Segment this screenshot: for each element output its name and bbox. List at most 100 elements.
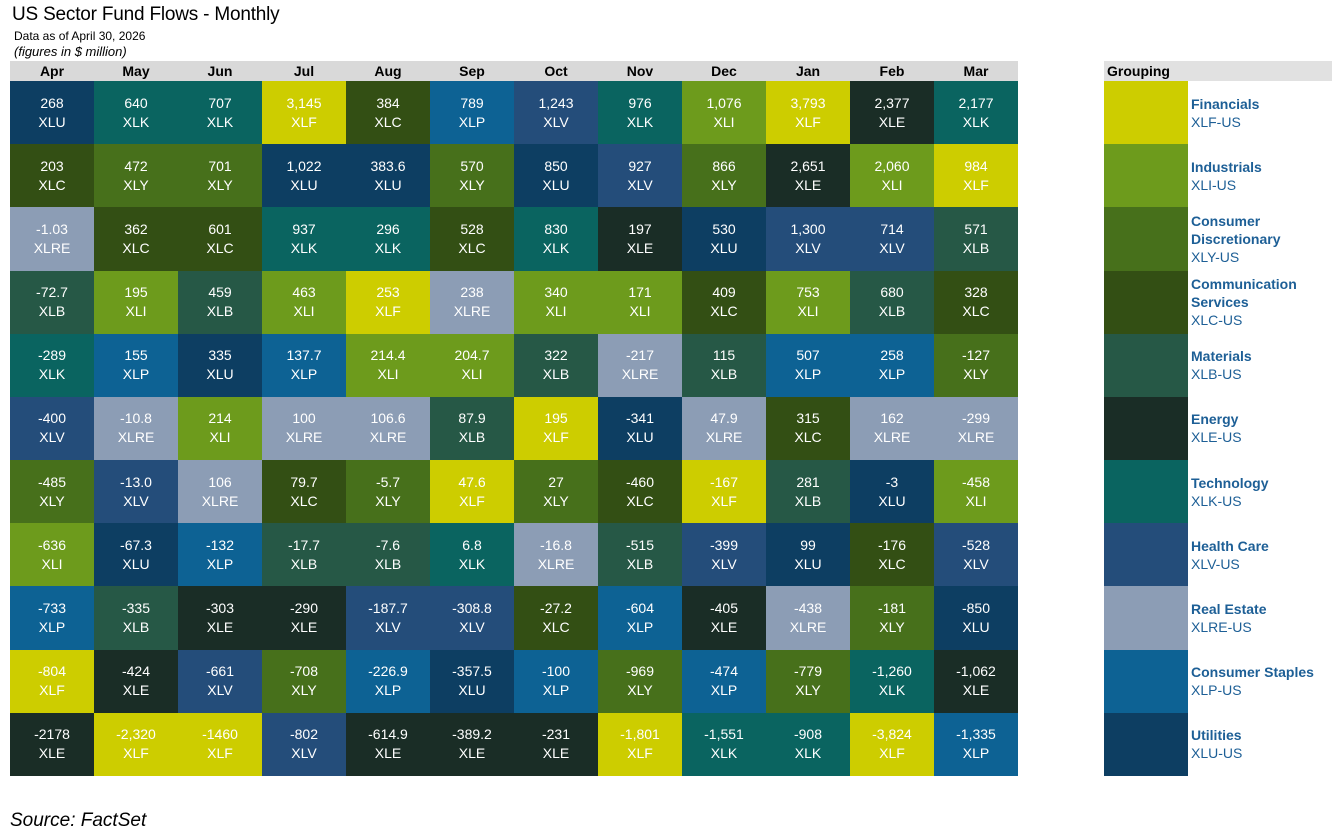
heatmap-cell: 322 XLB <box>514 333 598 397</box>
cell-ticker: XLU <box>206 366 234 383</box>
legend-label: Health Care XLV-US <box>1188 523 1269 586</box>
cell-ticker: XLRE <box>705 429 743 446</box>
cell-value: -1,801 <box>620 726 660 743</box>
legend-swatch <box>1104 586 1188 650</box>
cell-value: 570 <box>460 157 484 174</box>
heatmap-cell: 27 XLY <box>514 460 598 524</box>
legend-label: Energy XLE-US <box>1188 397 1242 460</box>
legend-label: Technology XLK-US <box>1188 460 1269 523</box>
cell-value: 2,651 <box>790 157 826 174</box>
heatmap-cell: 463 XLI <box>262 270 346 334</box>
cell-ticker: XLE <box>122 682 150 699</box>
cell-value: 1,243 <box>538 94 574 111</box>
cell-ticker: XLP <box>542 682 570 699</box>
cell-ticker: XLI <box>629 303 651 320</box>
cell-ticker: XLP <box>290 366 318 383</box>
heatmap-cell: -341 XLU <box>598 396 682 461</box>
cell-ticker: XLK <box>962 113 990 130</box>
cell-ticker: XLB <box>710 366 738 383</box>
cell-value: 106.6 <box>370 410 406 427</box>
heatmap-cell: -969 XLY <box>598 649 682 713</box>
cell-ticker: XLI <box>545 303 567 320</box>
cell-value: -460 <box>625 473 655 490</box>
cell-ticker: XLRE <box>33 239 71 256</box>
heatmap-cell: -1.03 XLRE <box>10 207 94 271</box>
cell-value: 87.9 <box>458 410 486 427</box>
cell-value: -1,260 <box>872 663 912 680</box>
cell-value: 335 <box>208 347 232 364</box>
legend-swatch <box>1104 460 1188 524</box>
cell-value: -308.8 <box>452 600 492 617</box>
month-label-aug: Aug <box>374 63 402 79</box>
heatmap-cell: 281 XLB <box>766 460 850 524</box>
cell-value: 984 <box>964 157 988 174</box>
cell-value: -67.3 <box>120 536 152 553</box>
cell-value: -5.7 <box>375 473 401 490</box>
cell-ticker: XLV <box>879 239 905 256</box>
cell-ticker: XLB <box>794 492 822 509</box>
legend-item: Communication Services XLC-US <box>1104 270 1332 334</box>
heatmap-cell: 1,076 XLI <box>682 81 766 145</box>
cell-ticker: XLI <box>461 366 483 383</box>
cell-value: 195 <box>124 284 148 301</box>
cell-ticker: XLI <box>713 113 735 130</box>
cell-ticker: XLRE <box>201 492 239 509</box>
cell-value: -528 <box>961 536 991 553</box>
cell-ticker: XLY <box>963 366 989 383</box>
cell-ticker: XLE <box>206 619 234 636</box>
heatmap-cell: 155 XLP <box>94 333 178 397</box>
cell-ticker: XLK <box>374 239 402 256</box>
cell-value: 753 <box>796 284 820 301</box>
cell-value: 155 <box>124 347 148 364</box>
heatmap-cell: 87.9 XLB <box>430 396 514 461</box>
legend-group-code: XLB-US <box>1191 366 1242 383</box>
cell-ticker: XLU <box>458 682 486 699</box>
heatmap-cell: -438 XLRE <box>766 586 850 650</box>
cell-value: 253 <box>376 284 400 301</box>
cell-ticker: XLI <box>209 429 231 446</box>
heatmap-cell: 258 XLP <box>850 333 934 397</box>
cell-ticker: XLRE <box>537 555 575 572</box>
cell-ticker: XLP <box>878 366 906 383</box>
heatmap-cell: 335 XLU <box>178 333 262 397</box>
heatmap-cell: 530 XLU <box>682 207 766 271</box>
cell-value: 79.7 <box>290 473 318 490</box>
legend-group-name: Industrials <box>1191 158 1262 175</box>
heatmap-cell: -72.7 XLB <box>10 270 94 334</box>
cell-ticker: XLK <box>542 239 570 256</box>
heatmap-cell: 47.6 XLF <box>430 460 514 524</box>
cell-ticker: XLK <box>38 366 66 383</box>
heatmap-cell: -1,551 XLK <box>682 712 766 776</box>
cell-ticker: XLF <box>627 745 653 762</box>
legend-item: Financials XLF-US <box>1104 81 1332 145</box>
cell-ticker: XLU <box>710 239 738 256</box>
legend-group-name: Technology <box>1191 474 1269 491</box>
heatmap-cell: 253 XLF <box>346 270 430 334</box>
legend-item: Energy XLE-US <box>1104 396 1332 461</box>
legend-group-name: Financials <box>1191 95 1260 112</box>
cell-ticker: XLB <box>38 303 66 320</box>
legend-item: Health Care XLV-US <box>1104 523 1332 587</box>
heatmap-cell: 714 XLV <box>850 207 934 271</box>
heatmap-cell: -1,335 XLP <box>934 712 1018 776</box>
cell-value: -908 <box>793 726 823 743</box>
cell-ticker: XLB <box>962 239 990 256</box>
cell-value: -399 <box>709 536 739 553</box>
cell-ticker: XLC <box>458 239 486 256</box>
month-label-feb: Feb <box>879 63 905 79</box>
cell-value: -10.8 <box>120 410 152 427</box>
cell-ticker: XLY <box>795 682 821 699</box>
heatmap-cell: 570 XLY <box>430 144 514 208</box>
heatmap-cell: -67.3 XLU <box>94 523 178 587</box>
cell-value: 258 <box>880 347 904 364</box>
heatmap-cell: 640 XLK <box>94 81 178 145</box>
legend-group-name: Health Care <box>1191 537 1269 554</box>
cell-value: -2,320 <box>116 726 156 743</box>
cell-ticker: XLRE <box>453 303 491 320</box>
heatmap-cell: -231 XLE <box>514 712 598 776</box>
cell-ticker: XLP <box>710 682 738 699</box>
cell-value: 789 <box>460 94 484 111</box>
cell-ticker: XLB <box>374 555 402 572</box>
cell-value: 601 <box>208 220 232 237</box>
cell-value: 384 <box>376 94 400 111</box>
